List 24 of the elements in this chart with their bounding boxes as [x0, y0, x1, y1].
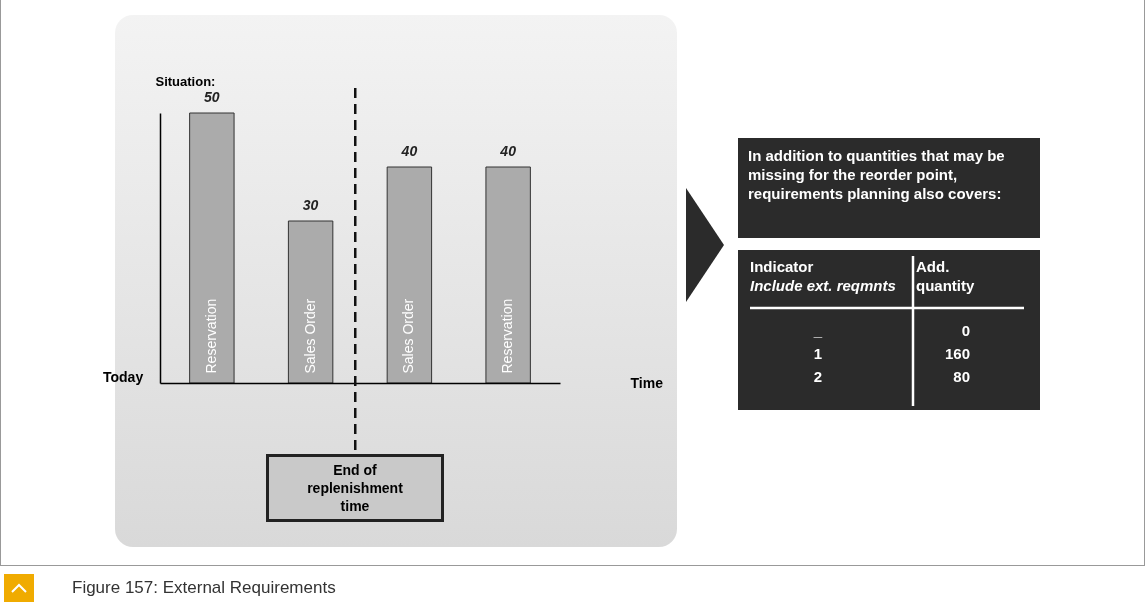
caption: Figure 157: External Requirements [72, 578, 336, 598]
text: End of replenishment time [266, 454, 444, 522]
text: In addition to quantities that may be missing for the reorder point, requirements planning also covers: [738, 138, 1040, 238]
text: 0 [961, 322, 970, 339]
x-tick-label: Sales Order [400, 298, 417, 374]
x-tick-label: Reservation [499, 298, 516, 374]
text: 1 [812, 345, 824, 362]
text: quantity [916, 277, 975, 294]
data-label: 40 [499, 143, 517, 159]
text: 2 [812, 368, 824, 385]
x-tick-label: Reservation [202, 298, 219, 374]
data-label: 50 [204, 89, 220, 105]
data-label: 30 [302, 197, 319, 213]
text: Today [103, 369, 144, 385]
data-label: 40 [400, 143, 418, 159]
text: Indicator [750, 258, 814, 275]
text: 80 [953, 368, 970, 385]
text: _ [812, 322, 824, 339]
x-tick-label: Sales Order [301, 298, 318, 374]
text: 160 [944, 345, 970, 362]
text: Include ext. reqmnts [750, 277, 896, 294]
x-axis-title: Time [630, 374, 664, 391]
y-axis-title: Situation: [155, 73, 216, 89]
text: Add. [916, 258, 950, 275]
